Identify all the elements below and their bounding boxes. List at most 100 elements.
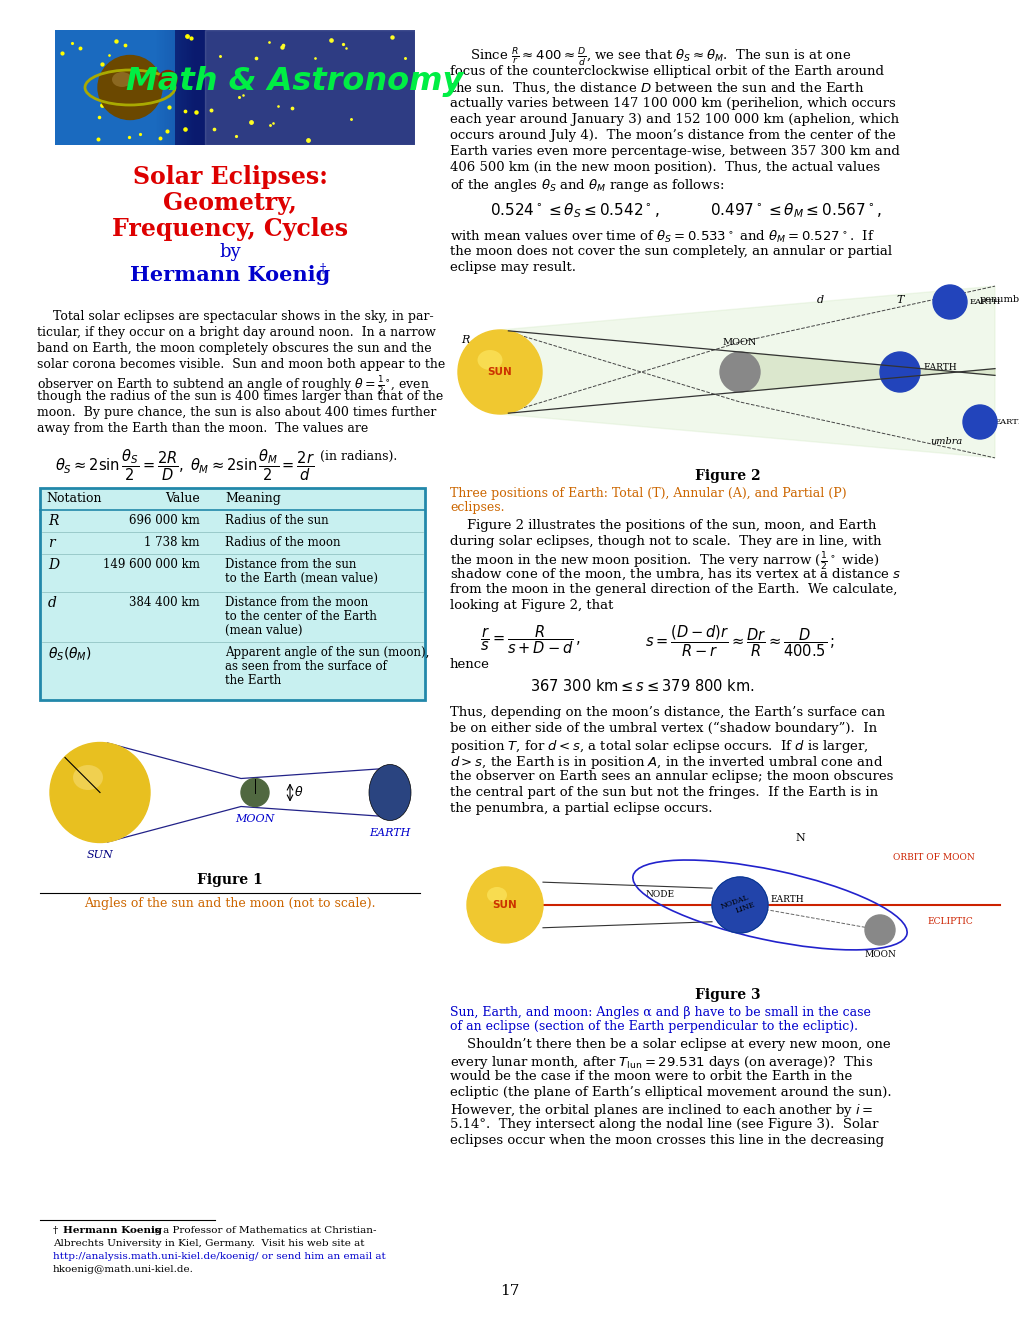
Circle shape [711,876,767,933]
Text: (mean value): (mean value) [225,624,303,638]
Text: However, the orbital planes are inclined to each another by $i =$: However, the orbital planes are inclined… [449,1102,872,1119]
Text: D: D [48,558,59,572]
Text: occurs around July 4).  The moon’s distance from the center of the: occurs around July 4). The moon’s distan… [449,129,895,143]
Text: d: d [956,294,963,305]
Text: A: A [945,294,953,305]
Text: focus of the counterclockwise elliptical orbit of the Earth around: focus of the counterclockwise elliptical… [449,65,883,78]
Text: 17: 17 [500,1284,519,1298]
Text: NODAL: NODAL [719,894,750,911]
Ellipse shape [711,876,767,933]
Ellipse shape [477,350,502,370]
Text: N: N [795,833,804,843]
Text: would be the case if the moon were to orbit the Earth in the: would be the case if the moon were to or… [449,1071,852,1082]
Polygon shape [499,286,994,458]
Text: Shouldn’t there then be a solar eclipse at every new moon, one: Shouldn’t there then be a solar eclipse … [449,1038,890,1051]
Text: solar corona becomes visible.  Sun and moon both appear to the: solar corona becomes visible. Sun and mo… [37,358,445,371]
Ellipse shape [486,887,506,903]
Text: d: d [48,597,57,610]
Ellipse shape [112,73,131,87]
Text: Frequency, Cycles: Frequency, Cycles [112,216,347,242]
Text: as seen from the surface of: as seen from the surface of [225,660,386,673]
Text: R: R [62,771,71,784]
Text: observer on Earth to subtend an angle of roughly $\theta = \frac{1}{2}^{\circ}$,: observer on Earth to subtend an angle of… [37,374,429,396]
Text: Hermann Koenig: Hermann Koenig [63,1226,162,1236]
Text: the observer on Earth sees an annular eclipse; the moon obscures: the observer on Earth sees an annular ec… [449,770,893,783]
Text: shadow cone of the moon, the umbra, has its vertex at a distance $s$: shadow cone of the moon, the umbra, has … [449,568,901,582]
Text: SUN: SUN [492,900,517,909]
Circle shape [467,867,542,942]
Text: the moon does not cover the sun completely, an annular or partial: the moon does not cover the sun complete… [449,246,892,257]
Circle shape [719,352,759,392]
Text: http://analysis.math.uni-kiel.de/koenig/ or send him an email at: http://analysis.math.uni-kiel.de/koenig/… [53,1251,385,1261]
Text: Radius of the sun: Radius of the sun [225,513,328,527]
Ellipse shape [73,766,103,789]
Text: Figure 2 illustrates the positions of the sun, moon, and Earth: Figure 2 illustrates the positions of th… [449,519,875,532]
FancyBboxPatch shape [55,30,415,145]
Text: MOON: MOON [722,338,756,347]
Polygon shape [205,30,415,145]
Text: eclipses.: eclipses. [449,502,504,513]
Text: $\dfrac{r}{s} = \dfrac{R}{s + D - d}\,,$: $\dfrac{r}{s} = \dfrac{R}{s + D - d}\,,$ [480,623,581,656]
Text: d: d [815,294,822,305]
Text: hkoenig@math.uni-kiel.de.: hkoenig@math.uni-kiel.de. [53,1265,194,1274]
Text: Figure 3: Figure 3 [694,987,759,1002]
Text: Distance from the sun: Distance from the sun [225,558,356,572]
Text: 1 738 km: 1 738 km [145,536,200,549]
Circle shape [159,70,177,88]
Circle shape [98,55,162,120]
Text: Thus, depending on the moon’s distance, the Earth’s surface can: Thus, depending on the moon’s distance, … [449,706,884,719]
Text: 149 600 000 km: 149 600 000 km [103,558,200,572]
Text: ticular, if they occur on a bright day around noon.  In a narrow: ticular, if they occur on a bright day a… [37,326,435,339]
Text: $s = \dfrac{(D-d)r}{R - r} \approx \dfrac{Dr}{R} \approx \dfrac{D}{400.5}\,;$: $s = \dfrac{(D-d)r}{R - r} \approx \dfra… [644,623,834,659]
FancyBboxPatch shape [40,488,425,700]
Polygon shape [739,352,994,392]
Text: Distance from the moon: Distance from the moon [225,597,368,609]
Text: away from the Earth than the moon.  The values are: away from the Earth than the moon. The v… [37,422,368,436]
Text: EARTH: EARTH [969,298,1001,306]
Text: EARTH: EARTH [922,363,956,371]
Text: R: R [461,335,469,345]
Text: 5.14°.  They intersect along the nodal line (see Figure 3).  Solar: 5.14°. They intersect along the nodal li… [449,1118,877,1131]
Text: during solar eclipses, though not to scale.  They are in line, with: during solar eclipses, though not to sca… [449,535,880,548]
Text: 384 400 km: 384 400 km [129,597,200,609]
Text: the Earth: the Earth [225,675,281,686]
Text: NODE: NODE [645,891,674,899]
Circle shape [932,285,966,319]
FancyBboxPatch shape [175,30,415,145]
Text: eclipses occur when the moon crosses this line in the decreasing: eclipses occur when the moon crosses thi… [449,1134,883,1147]
Text: 696 000 km: 696 000 km [129,513,200,527]
Text: of an eclipse (section of the Earth perpendicular to the ecliptic).: of an eclipse (section of the Earth perp… [449,1020,857,1034]
Circle shape [240,779,269,807]
Text: $d > s$, the Earth is in position $A$, in the inverted umbral cone and: $d > s$, the Earth is in position $A$, i… [449,754,882,771]
Circle shape [458,330,541,414]
Text: Radius of the moon: Radius of the moon [225,536,340,549]
Circle shape [962,405,996,440]
Text: actually varies between 147 100 000 km (perihelion, which occurs: actually varies between 147 100 000 km (… [449,96,895,110]
Text: Figure 1: Figure 1 [197,873,263,887]
Text: Angles of the sun and the moon (not to scale).: Angles of the sun and the moon (not to s… [85,898,375,909]
Text: the moon in the new moon position.  The very narrow ($\frac{1}{2}^\circ$ wide): the moon in the new moon position. The v… [449,550,878,573]
Text: Figure 2: Figure 2 [694,469,759,483]
Text: Total solar eclipses are spectacular shows in the sky, in par-: Total solar eclipses are spectacular sho… [37,310,433,323]
Circle shape [50,742,150,842]
Text: ECLIPTIC: ECLIPTIC [926,917,972,925]
Text: to the Earth (mean value): to the Earth (mean value) [225,572,378,585]
Text: Meaning: Meaning [225,492,280,506]
Text: Earth varies even more percentage-wise, between 357 300 km and: Earth varies even more percentage-wise, … [449,145,899,158]
Text: is a Professor of Mathematics at Christian-: is a Professor of Mathematics at Christi… [148,1226,376,1236]
Text: Three positions of Earth: Total (T), Annular (A), and Partial (P): Three positions of Earth: Total (T), Ann… [449,487,846,500]
Text: $\theta_S \approx 2\sin\dfrac{\theta_S}{2} = \dfrac{2R}{D},$: $\theta_S \approx 2\sin\dfrac{\theta_S}{… [55,447,183,483]
Text: r: r [252,783,257,792]
Text: T: T [896,294,903,305]
Text: Notation: Notation [46,492,102,506]
Text: SUN: SUN [487,367,512,378]
Text: Geometry,: Geometry, [163,191,297,215]
Text: EARTH: EARTH [369,829,411,838]
Text: EARTH: EARTH [994,418,1019,426]
Text: eclipse may result.: eclipse may result. [449,261,576,275]
Text: (in radians).: (in radians). [320,450,396,463]
Text: the sun.  Thus, the distance $D$ between the sun and the Earth: the sun. Thus, the distance $D$ between … [449,81,864,96]
Text: ecliptic (the plane of Earth’s elliptical movement around the sun).: ecliptic (the plane of Earth’s elliptica… [449,1086,891,1100]
Text: MOON: MOON [235,814,274,825]
Text: Solar Eclipses:: Solar Eclipses: [132,165,327,189]
